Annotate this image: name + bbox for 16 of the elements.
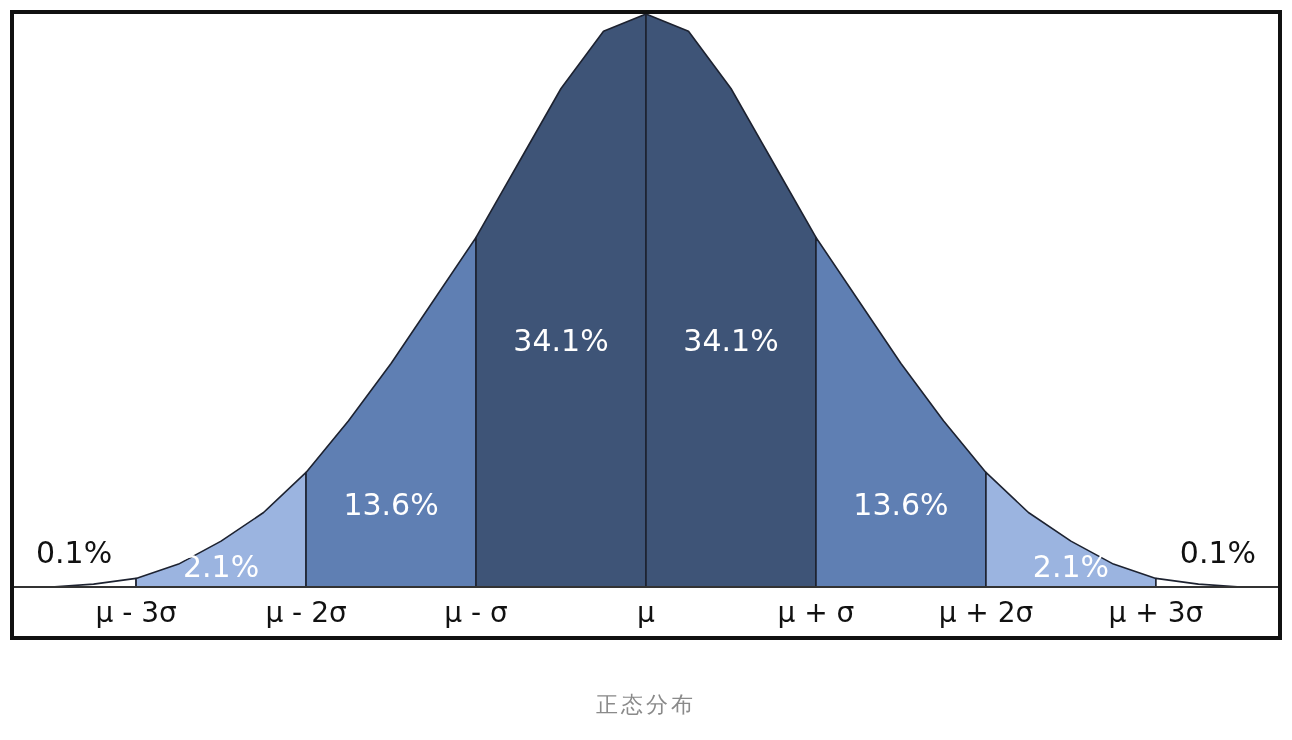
x-tick-label: μ + 2σ	[938, 596, 1034, 629]
x-tick-label: μ + σ	[777, 596, 855, 629]
annotation: 0.1%	[35, 535, 113, 571]
annotation: 13.6%	[343, 487, 439, 523]
annotation: 34.1%	[683, 322, 779, 358]
x-tick-label: μ - σ	[444, 596, 508, 629]
annotation: 2.1%	[182, 548, 260, 584]
annotation: 13.6%	[853, 487, 949, 523]
x-tick-label: μ - 3σ	[95, 596, 177, 629]
text: 正态分布	[595, 691, 697, 719]
x-tick-label: μ	[637, 596, 656, 629]
x-tick-label: μ - 2σ	[265, 596, 347, 629]
annotation: 2.1%	[1032, 548, 1110, 584]
annotation: 34.1%	[513, 322, 609, 358]
x-tick-label: μ + 3σ	[1108, 596, 1204, 629]
annotation: 0.1%	[1179, 535, 1257, 571]
